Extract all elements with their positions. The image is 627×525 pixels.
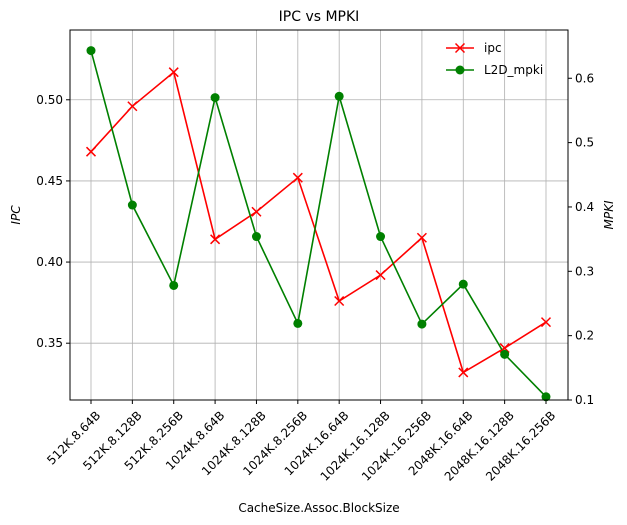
x-axis: 512K.8.64B512K.8.128B512K.8.256B1024K.8.… xyxy=(44,400,558,484)
point-L2D_mpki xyxy=(169,280,179,290)
point-ipc xyxy=(210,234,221,245)
y-tick-label-right: 0.3 xyxy=(575,264,594,278)
plot-frame xyxy=(69,29,569,401)
x-tick-label: 2048K.16.128B xyxy=(442,408,517,483)
point-ipc xyxy=(251,206,262,217)
y-tick-label-left: 0.35 xyxy=(36,336,63,350)
y-tick-label-left: 0.40 xyxy=(36,255,63,269)
y-axis-label-right: MPKI xyxy=(602,200,616,229)
point-ipc xyxy=(127,101,138,112)
series-markers xyxy=(85,46,552,402)
y-tick-label-left: 0.45 xyxy=(36,174,63,188)
point-L2D_mpki xyxy=(251,232,261,242)
x-axis-label: CacheSize.Assoc.BlockSize xyxy=(238,501,399,515)
point-ipc xyxy=(540,317,552,328)
grid xyxy=(70,30,568,400)
series-lines xyxy=(90,50,547,398)
y-tick-label-right: 0.4 xyxy=(575,200,594,214)
point-ipc xyxy=(334,295,345,307)
point-ipc xyxy=(458,367,469,378)
legend-item-L2D_mpki: L2D_mpki xyxy=(446,63,543,77)
legend-label: ipc xyxy=(484,41,502,55)
point-ipc xyxy=(375,270,386,281)
x-tick-label: 1024K.16.256B xyxy=(359,408,434,483)
legend-marker xyxy=(454,42,466,54)
x-tick-label: 2048K.16.256B xyxy=(483,408,558,483)
y-tick-label-right: 0.5 xyxy=(575,136,594,150)
point-L2D_mpki xyxy=(500,349,510,359)
point-L2D_mpki xyxy=(293,318,303,328)
series-line-L2D_mpki xyxy=(90,50,547,398)
point-ipc xyxy=(168,67,179,78)
legend: ipc L2D_mpki xyxy=(446,41,543,77)
point-ipc xyxy=(416,232,427,243)
point-L2D_mpki xyxy=(210,93,220,103)
y-tick-label-left: 0.50 xyxy=(36,93,63,107)
point-ipc xyxy=(292,172,303,183)
chart-title: IPC vs MPKI xyxy=(279,9,360,25)
legend-marker xyxy=(455,65,465,75)
y-tick-label-right: 0.6 xyxy=(575,71,594,85)
point-L2D_mpki xyxy=(127,200,137,210)
point-L2D_mpki xyxy=(458,279,468,289)
x-tick-label: 1024K.16.128B xyxy=(318,408,393,483)
y-axis-left: 0.35 0.40 0.45 0.50 xyxy=(36,93,70,350)
y-axis-right: 0.1 0.2 0.3 0.4 0.5 0.6 xyxy=(568,71,594,407)
point-L2D_mpki xyxy=(417,319,427,329)
point-L2D_mpki xyxy=(376,232,386,242)
point-ipc xyxy=(85,146,97,157)
point-L2D_mpki xyxy=(334,91,344,101)
legend-label: L2D_mpki xyxy=(484,63,543,77)
point-L2D_mpki xyxy=(541,392,551,402)
y-tick-label-right: 0.1 xyxy=(575,393,594,407)
y-tick-label-right: 0.2 xyxy=(575,329,594,343)
legend-item-ipc: ipc xyxy=(446,41,502,55)
series-line-ipc xyxy=(90,70,547,374)
y-axis-label-left: IPC xyxy=(9,205,23,225)
point-L2D_mpki xyxy=(86,46,96,56)
